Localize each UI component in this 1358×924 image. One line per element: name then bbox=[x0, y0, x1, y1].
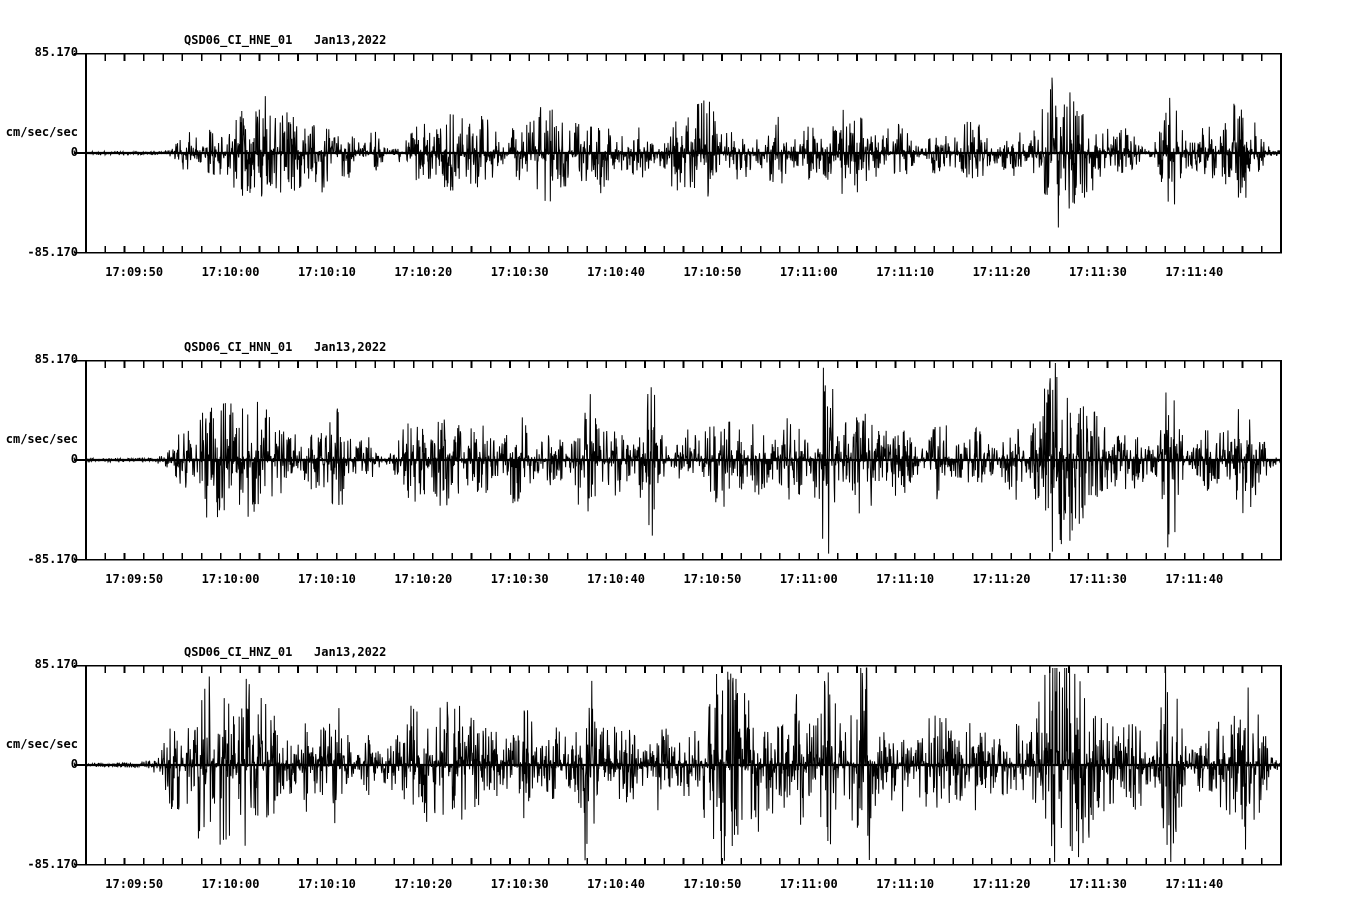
x-axis-tick-label: 17:10:40 bbox=[587, 265, 645, 279]
y-axis-max-label: 85.170 bbox=[34, 657, 78, 671]
x-axis-tick-label: 17:11:10 bbox=[876, 572, 935, 586]
x-axis-tick-label: 17:10:00 bbox=[201, 877, 260, 891]
waveform-trace bbox=[85, 77, 1282, 228]
x-axis-tick-label: 17:10:20 bbox=[394, 877, 453, 891]
y-axis-min-label: -85.170 bbox=[27, 245, 78, 259]
x-axis-tick-label: 17:11:30 bbox=[1068, 265, 1127, 279]
x-axis-tick-label: 17:10:00 bbox=[201, 265, 260, 279]
y-axis-max-label: 85.170 bbox=[34, 352, 78, 366]
y-axis-units-label: cm/sec/sec bbox=[5, 125, 78, 139]
x-axis-tick-label: 17:10:30 bbox=[490, 877, 549, 891]
waveform-trace bbox=[85, 667, 1282, 863]
x-axis-tick-label: 17:11:00 bbox=[779, 265, 838, 279]
x-axis-tick-label: 17:10:10 bbox=[298, 877, 356, 891]
x-axis-tick-label: 17:11:30 bbox=[1068, 572, 1127, 586]
plot-title: QSD06_CI_HNE_01 Jan13,2022 bbox=[184, 33, 387, 47]
y-axis-max-label: 85.170 bbox=[34, 45, 78, 59]
y-axis-zero-label: 0 bbox=[70, 452, 78, 466]
x-axis-tick-label: 17:11:40 bbox=[1165, 877, 1224, 891]
y-axis-min-label: -85.170 bbox=[27, 552, 78, 566]
plot-area bbox=[0, 665, 1358, 866]
plot-title: QSD06_CI_HNZ_01 Jan13,2022 bbox=[184, 645, 387, 659]
x-axis-tick-label: 17:11:10 bbox=[876, 265, 935, 279]
x-axis-tick-label: 17:10:50 bbox=[683, 877, 742, 891]
x-axis-tick-label: 17:11:00 bbox=[779, 572, 838, 586]
y-axis-zero-label: 0 bbox=[70, 145, 78, 159]
y-axis-units-label: cm/sec/sec bbox=[5, 432, 78, 446]
x-axis-tick-label: 17:10:10 bbox=[298, 265, 356, 279]
x-axis-tick-label: 17:10:30 bbox=[490, 265, 549, 279]
x-axis-tick-label: 17:10:50 bbox=[683, 572, 742, 586]
x-axis-tick-label: 17:10:40 bbox=[587, 572, 645, 586]
y-axis-min-label: -85.170 bbox=[27, 857, 78, 871]
x-axis-tick-label: 17:11:00 bbox=[779, 877, 838, 891]
plot-area bbox=[0, 53, 1358, 254]
x-axis-tick-label: 17:10:10 bbox=[298, 572, 356, 586]
x-axis-tick-label: 17:11:40 bbox=[1165, 572, 1224, 586]
x-axis-tick-label: 17:09:50 bbox=[105, 572, 164, 586]
x-axis-tick-label: 17:10:50 bbox=[683, 265, 742, 279]
plot-title: QSD06_CI_HNN_01 Jan13,2022 bbox=[184, 340, 387, 354]
x-axis-tick-label: 17:11:30 bbox=[1068, 877, 1127, 891]
plot-area bbox=[0, 360, 1358, 561]
x-axis-tick-label: 17:09:50 bbox=[105, 877, 164, 891]
x-axis-tick-label: 17:11:20 bbox=[972, 877, 1031, 891]
x-axis-tick-label: 17:10:20 bbox=[394, 265, 453, 279]
y-axis-zero-label: 0 bbox=[70, 757, 78, 771]
x-axis-tick-label: 17:11:40 bbox=[1165, 265, 1224, 279]
x-axis-tick-label: 17:10:40 bbox=[587, 877, 645, 891]
x-axis-tick-label: 17:10:00 bbox=[201, 572, 260, 586]
waveform-trace bbox=[85, 362, 1282, 554]
y-axis-units-label: cm/sec/sec bbox=[5, 737, 78, 751]
x-axis-tick-label: 17:10:20 bbox=[394, 572, 453, 586]
x-axis-tick-label: 17:11:20 bbox=[972, 265, 1031, 279]
x-axis-tick-label: 17:11:10 bbox=[876, 877, 935, 891]
x-axis-tick-label: 17:09:50 bbox=[105, 265, 164, 279]
x-axis-tick-label: 17:11:20 bbox=[972, 572, 1031, 586]
x-axis-tick-label: 17:10:30 bbox=[490, 572, 549, 586]
